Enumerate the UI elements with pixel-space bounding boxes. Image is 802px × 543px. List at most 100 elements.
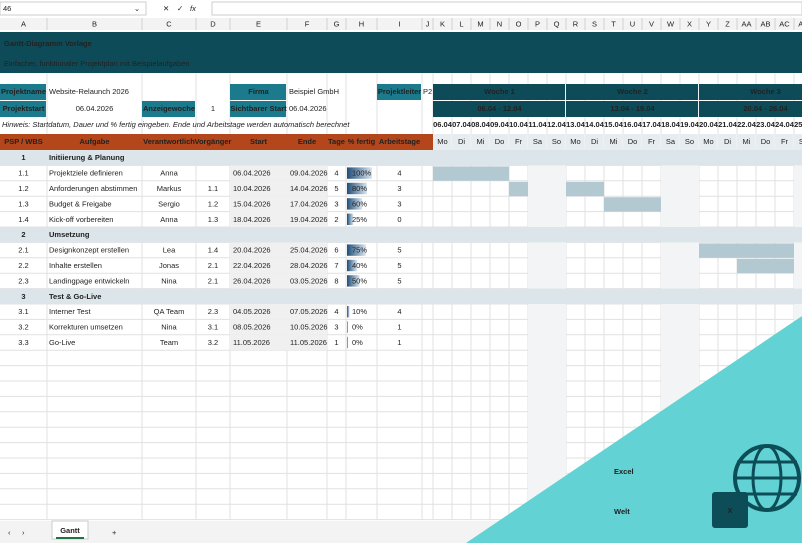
cell-wbs: 3.2 [18, 323, 28, 332]
hint: Hinweis: Startdatum, Dauer und % fertig … [2, 120, 350, 129]
name-box-text: 46 [3, 4, 11, 13]
day-name-cell [528, 134, 546, 150]
progress-text: 25% [352, 215, 367, 224]
cell-owner: Lea [163, 246, 176, 255]
column-header: Q [554, 19, 560, 28]
date-text: 19.04.2026 [290, 215, 328, 224]
cell-pred: 1.4 [208, 246, 218, 255]
info-label [230, 84, 286, 100]
day-date: 19.04 [680, 120, 700, 129]
cell-pred: 2.1 [208, 276, 218, 285]
column-header: X [687, 19, 692, 28]
cell-owner: Anna [160, 215, 178, 224]
group-row [0, 150, 802, 166]
day-name: Mo [570, 137, 580, 146]
date-cell [230, 304, 327, 320]
column-header: AA [741, 19, 751, 28]
cell-workdays: 3 [397, 184, 401, 193]
progress-text: 10% [352, 307, 367, 316]
column-header: E [256, 19, 261, 28]
date-cell [230, 211, 327, 227]
info-label [230, 101, 286, 117]
info-label [0, 84, 46, 100]
column-header: D [210, 19, 216, 28]
group-name: Umsetzung [49, 230, 90, 239]
cell-workdays: 5 [397, 246, 401, 255]
day-date: 22.04 [737, 120, 757, 129]
cell-wbs: 1.2 [18, 184, 28, 193]
cell-owner: Jonas [159, 261, 179, 270]
cell-wbs: 1.1 [18, 169, 28, 178]
progress-text: 100% [352, 169, 372, 178]
task-name: Budget & Freigabe [49, 199, 112, 208]
day-name: Fr [781, 137, 789, 146]
day-date: 20.04 [699, 120, 719, 129]
gantt-bar-cell [433, 166, 452, 181]
info-label-text: Projektleiter [378, 87, 421, 96]
day-date: 11.04 [528, 120, 547, 129]
week-range [566, 101, 698, 117]
weekend-column [528, 150, 547, 520]
week-range-text: 13.04 - 19.04 [610, 104, 655, 113]
cell-pred: 2.1 [208, 261, 218, 270]
group-row [0, 227, 802, 243]
info-label [377, 84, 421, 100]
day-date: 12.04 [547, 120, 567, 129]
info-label [142, 101, 195, 117]
column-header-bar [0, 18, 802, 30]
date-text: 08.05.2026 [233, 323, 271, 332]
date-text: 20.04.2026 [233, 246, 271, 255]
column-header: Z [725, 19, 730, 28]
progress-bar [347, 244, 366, 256]
task-name: Interner Test [49, 307, 91, 316]
day-name-cell [566, 134, 584, 150]
day-name: Di [724, 137, 731, 146]
progress-text: 80% [352, 184, 367, 193]
progress-bar [347, 213, 354, 225]
gantt-bar-cell [718, 243, 737, 258]
date-text: 18.04.2026 [233, 215, 271, 224]
date-text: 15.04.2026 [233, 199, 271, 208]
cell-pred: 3.1 [208, 323, 218, 332]
table-header-text: Tage [328, 137, 345, 146]
day-date: 21.04 [718, 120, 738, 129]
column-header: L [459, 19, 463, 28]
date-text: 11.05.2026 [233, 338, 270, 347]
day-name: Do [761, 137, 771, 146]
day-name: Sa [533, 137, 543, 146]
day-name-cell [775, 134, 793, 150]
progress-text: 40% [352, 261, 367, 270]
gantt-bar-cell [756, 258, 775, 274]
group-wbs: 2 [21, 230, 25, 239]
group-name: Test & Go-Live [49, 292, 101, 301]
cell-days: 3 [334, 323, 338, 332]
group-wbs: 3 [21, 292, 25, 301]
info-label-text: Sichtbarer Start [230, 104, 287, 113]
day-date: 24.04 [775, 120, 795, 129]
gantt-bar-cell [509, 181, 528, 197]
logo-icon: X [727, 506, 732, 515]
column-header: Y [706, 19, 711, 28]
table-header-text: Verantwortlich [143, 137, 195, 146]
task-name: Projektziele definieren [49, 169, 123, 178]
task-name: Designkonzept erstellen [49, 246, 129, 255]
column-header: U [630, 19, 635, 28]
cell-workdays: 5 [397, 261, 401, 270]
logo-triangle [466, 316, 802, 543]
cell-workdays: 0 [397, 215, 401, 224]
day-name-cell [661, 134, 679, 150]
add-sheet[interactable]: + [112, 528, 117, 537]
date-text: 11.05.2026 [290, 338, 327, 347]
column-header: G [334, 19, 340, 28]
column-header: F [305, 19, 310, 28]
cell-wbs: 2.1 [18, 246, 28, 255]
info-value: 06.04.2026 [289, 104, 327, 113]
cell-workdays: 1 [397, 323, 401, 332]
day-name: Mi [743, 137, 751, 146]
gantt-bar-cell [585, 181, 604, 197]
cell-workdays: 4 [397, 169, 401, 178]
day-name: Sa [799, 137, 802, 146]
gantt-bar-cell [737, 243, 756, 258]
tab-prev: ‹ [8, 528, 11, 537]
week-header [699, 84, 802, 100]
